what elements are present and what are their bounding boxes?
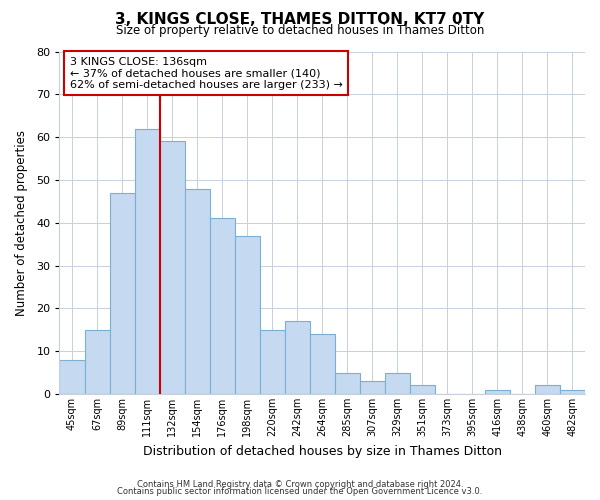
X-axis label: Distribution of detached houses by size in Thames Ditton: Distribution of detached houses by size … (143, 444, 502, 458)
Bar (134, 128, 160, 394)
Bar (209, 218, 235, 394)
Bar (385, 372, 410, 394)
Bar (235, 236, 260, 394)
Bar (335, 372, 360, 394)
Bar (285, 321, 310, 394)
Text: Contains public sector information licensed under the Open Government Licence v3: Contains public sector information licen… (118, 488, 482, 496)
Bar (59, 360, 85, 394)
Text: 3 KINGS CLOSE: 136sqm
← 37% of detached houses are smaller (140)
62% of semi-det: 3 KINGS CLOSE: 136sqm ← 37% of detached … (70, 56, 343, 90)
Bar (560, 390, 585, 394)
Bar (260, 330, 285, 394)
Bar (485, 390, 510, 394)
Bar (110, 193, 134, 394)
Text: Contains HM Land Registry data © Crown copyright and database right 2024.: Contains HM Land Registry data © Crown c… (137, 480, 463, 489)
Bar (535, 386, 560, 394)
Bar (185, 188, 209, 394)
Y-axis label: Number of detached properties: Number of detached properties (15, 130, 28, 316)
Text: Size of property relative to detached houses in Thames Ditton: Size of property relative to detached ho… (116, 24, 484, 37)
Bar (310, 334, 335, 394)
Bar (85, 330, 110, 394)
Bar (410, 386, 435, 394)
Bar (360, 381, 385, 394)
Bar (160, 142, 185, 394)
Text: 3, KINGS CLOSE, THAMES DITTON, KT7 0TY: 3, KINGS CLOSE, THAMES DITTON, KT7 0TY (115, 12, 485, 28)
